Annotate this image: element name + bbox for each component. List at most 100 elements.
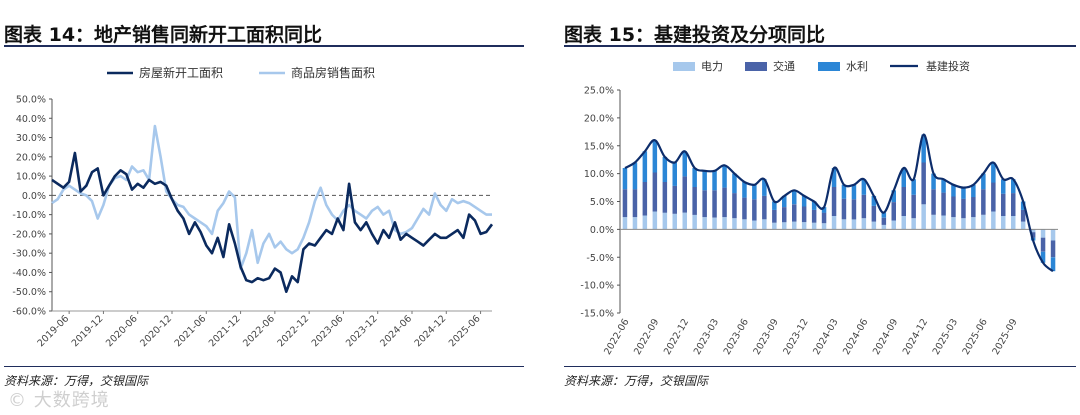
bar-segment-0: [831, 216, 837, 230]
y-tick-label: 50.0%: [16, 95, 46, 106]
bar-segment-2: [961, 187, 966, 199]
bar-segment-0: [871, 221, 877, 230]
x-tick-label: 2024-12: [413, 313, 449, 349]
series-line-1: [51, 124, 492, 270]
bar-segment-1: [1030, 232, 1036, 238]
infrastructure-line: [624, 133, 1054, 273]
legend-swatch: [818, 62, 840, 71]
y-tick-label: -50.0%: [12, 287, 46, 298]
bar-segment-0: [951, 217, 956, 230]
bar-segment-0: [752, 220, 757, 230]
bar-segment-0: [1001, 216, 1006, 230]
y-tick-label: 20.0%: [584, 113, 614, 124]
bar-segment-1: [1011, 193, 1016, 216]
bar-segment-2: [921, 134, 926, 163]
legend-label: 基建投资: [926, 59, 970, 73]
legend-swatch: [745, 62, 767, 71]
bar-segment-0: [941, 215, 946, 230]
bar-segment-1: [911, 194, 916, 219]
y-tick-label: -40.0%: [12, 268, 46, 279]
bar-segment-0: [772, 222, 777, 230]
x-tick-label: 2021-12: [207, 313, 243, 349]
bar-segment-1: [762, 195, 767, 220]
bar-segment-2: [911, 179, 916, 195]
bar-segment-2: [861, 179, 867, 195]
line-chart-real-estate: 50.0% 40.0% 30.0% 20.0% 10.0% 0.0% -10.0% -20.0…: [12, 65, 494, 349]
bar-segment-1: [1001, 193, 1006, 216]
bar-segment-0: [861, 218, 867, 230]
bar-segment-1: [732, 193, 737, 219]
bar-segment-0: [921, 204, 926, 230]
legend-label: 水利: [846, 60, 868, 73]
bar-segment-0: [642, 215, 648, 230]
bar-segment-1: [1050, 240, 1056, 258]
bar-segment-0: [622, 217, 628, 230]
x-tick-label: 2019-12: [70, 313, 106, 349]
legend-label: 交通: [773, 59, 795, 73]
bar-segment-1: [851, 199, 857, 220]
bar-segment-2: [762, 179, 767, 196]
bar-segment-2: [811, 201, 817, 210]
bar-segment-2: [642, 151, 648, 182]
y-tick-label: 30.0%: [16, 133, 46, 144]
y-tick-label: 10.0%: [16, 172, 46, 183]
y-tick-label: -10.0%: [12, 210, 46, 221]
bar-segment-0: [712, 217, 717, 230]
bar-segment-1: [871, 206, 877, 222]
bar-segment-2: [841, 184, 847, 199]
bar-segment-1: [961, 198, 966, 219]
x-tick-label: 2024-03: [811, 317, 840, 357]
bar-segment-0: [732, 218, 737, 230]
bar-segment-0: [851, 219, 857, 230]
source-divider: [4, 366, 524, 367]
y-tick-label: -60.0%: [12, 307, 46, 318]
y-tick-label: -5.0%: [586, 253, 614, 264]
bar-segment-2: [712, 170, 717, 191]
bar-segment-1: [941, 192, 946, 216]
bar-segment-1: [1040, 237, 1046, 252]
bar-segment-2: [1050, 257, 1056, 272]
bar-segment-2: [1040, 251, 1046, 263]
bar-segment-0: [1050, 229, 1056, 241]
bar-segment-0: [692, 214, 697, 230]
bar-segment-0: [981, 214, 986, 230]
bar-segment-2: [702, 170, 707, 191]
x-tick-label: 2022-09: [632, 317, 661, 357]
y-tick-label: -10.0%: [580, 281, 614, 292]
bar-segment-0: [662, 212, 668, 230]
bar-segment-1: [981, 189, 986, 215]
source-note: 资料来源：万得，交银国际: [4, 374, 149, 388]
bar-segment-2: [672, 162, 677, 186]
bar-segment-1: [702, 190, 707, 218]
bar-segment-2: [821, 207, 827, 213]
bar-segment-2: [622, 168, 628, 190]
bar-segment-1: [662, 182, 668, 213]
bar-segment-0: [672, 213, 677, 230]
x-tick-label: 2022-12: [662, 317, 691, 357]
x-tick-label: 2020-12: [138, 313, 174, 349]
chart-title: 图表 15：基建投资及分项同比: [564, 24, 826, 46]
title-underline: [564, 45, 1076, 47]
bar-segment-0: [722, 217, 727, 230]
bar-segment-0: [1030, 229, 1036, 233]
y-tick-label: 20.0%: [16, 152, 46, 163]
bar-segment-2: [722, 165, 727, 188]
x-tick-label: 2019-06: [35, 313, 71, 349]
bar-segment-0: [652, 211, 658, 230]
bar-segment-1: [742, 197, 747, 220]
bar-segment-0: [821, 223, 827, 230]
bar-segment-2: [831, 168, 837, 187]
bar-segment-1: [931, 189, 936, 215]
bar-segment-0: [742, 219, 747, 230]
bar-segment-2: [632, 162, 638, 190]
bar-segment-0: [762, 219, 767, 230]
y-tick-label: 0.0%: [590, 225, 614, 236]
bar-segment-1: [991, 182, 996, 212]
x-tick-label: 2025-03: [931, 317, 960, 357]
chart-panel-real-estate: 图表 14：地产销售同新开工面积同比 50.0% 40.0% 30.0% 20.0% 1…: [0, 0, 530, 415]
bar-segment-0: [891, 220, 896, 230]
bar-segment-2: [871, 195, 877, 206]
bar-segment-2: [1001, 179, 1006, 194]
bar-segment-0: [632, 217, 638, 230]
bar-segment-0: [1040, 229, 1046, 238]
